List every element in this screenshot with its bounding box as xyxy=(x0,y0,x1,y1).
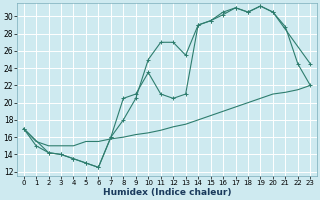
X-axis label: Humidex (Indice chaleur): Humidex (Indice chaleur) xyxy=(103,188,231,197)
